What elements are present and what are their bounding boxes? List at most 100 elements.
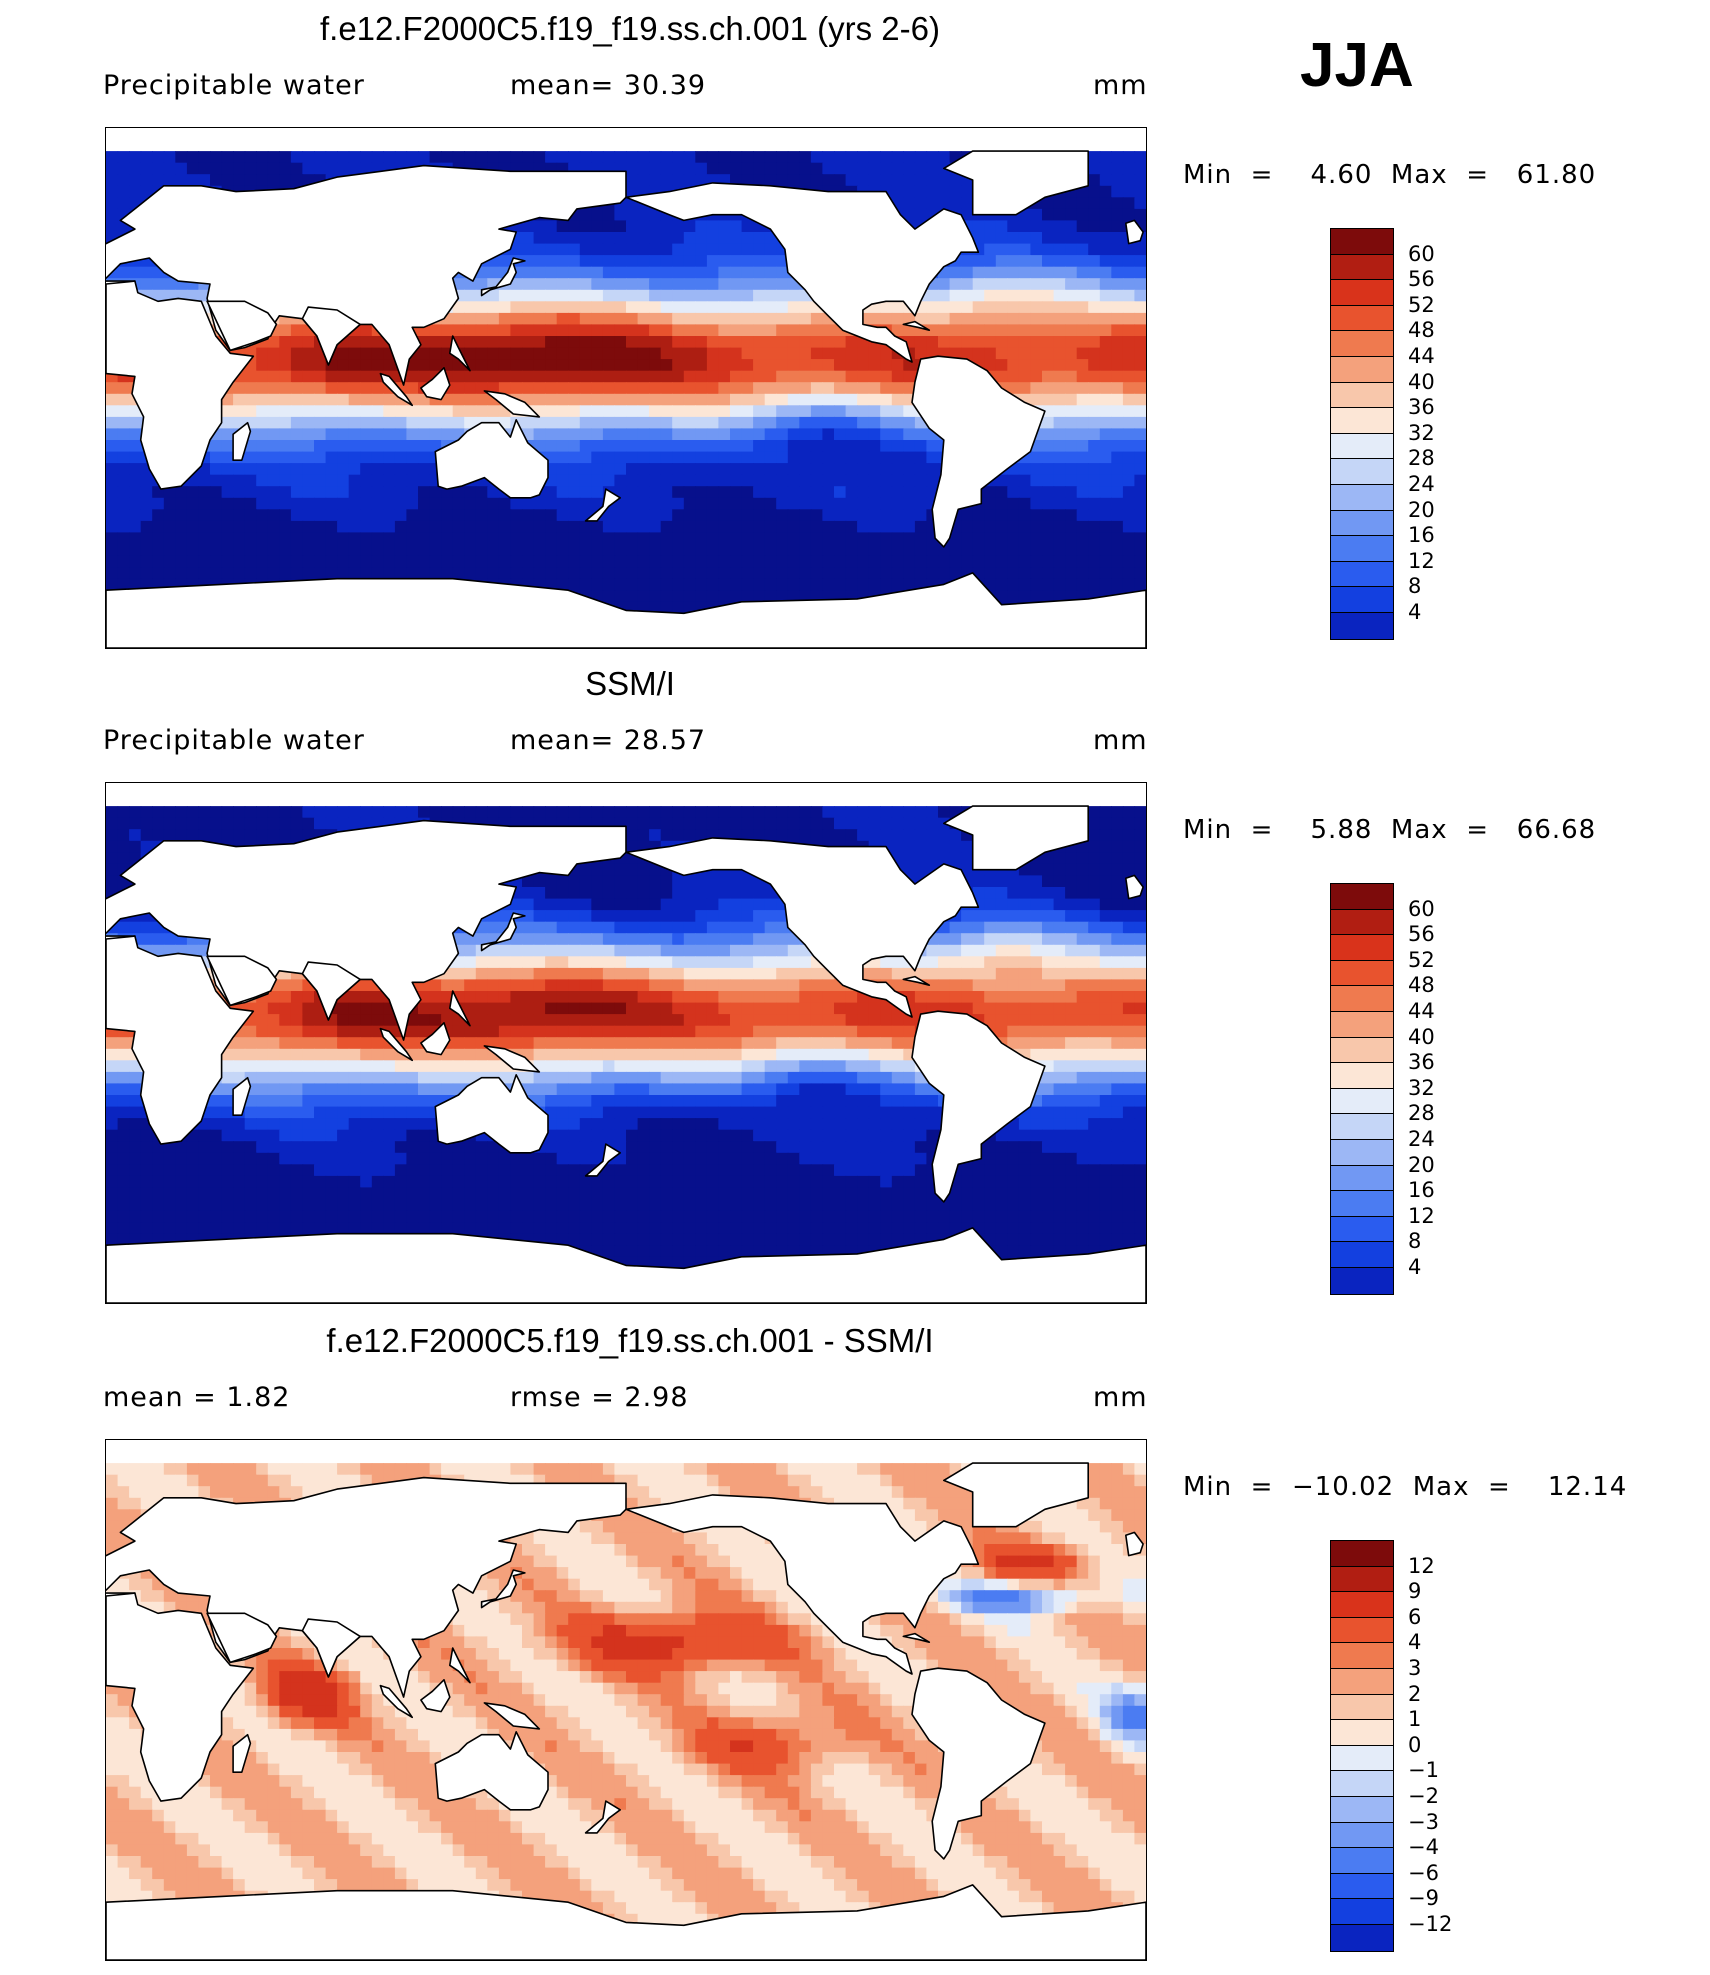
field-cell: [233, 817, 246, 830]
field-cell: [706, 921, 720, 934]
field-cell: [706, 162, 720, 175]
field-cell: [776, 829, 789, 842]
field-cell: [117, 921, 130, 934]
field-cell: [568, 451, 581, 464]
field-cell: [1042, 520, 1055, 534]
field-cell: [753, 393, 766, 406]
field-cell: [914, 520, 928, 534]
field-cell: [1088, 289, 1101, 302]
field-cell: [787, 590, 800, 603]
field-cell: [244, 162, 257, 175]
colorbar-tick-label: 16: [1408, 523, 1435, 548]
field-cell: [302, 359, 315, 372]
field-cell: [556, 898, 569, 911]
field-cell: [256, 347, 269, 360]
field-cell: [1134, 278, 1146, 291]
field-cell: [649, 382, 662, 395]
field-cell: [1065, 336, 1078, 349]
field-cell: [614, 806, 627, 819]
field-cell: [129, 405, 142, 418]
field-cell: [1007, 544, 1020, 557]
field-cell: [1042, 463, 1055, 476]
field-cell: [1122, 347, 1136, 360]
field-cell: [972, 312, 985, 326]
field-cell: [1042, 359, 1055, 372]
field-cell: [706, 428, 720, 441]
field-cell: [614, 544, 627, 557]
field-cell: [1042, 509, 1055, 522]
field-cell: [1111, 324, 1124, 337]
field-cell: [1018, 382, 1032, 395]
field-cell: [602, 324, 616, 337]
field-cell: [302, 336, 315, 349]
field-cell: [325, 428, 338, 441]
field-cell: [1007, 956, 1020, 969]
field-cell: [233, 555, 246, 568]
field-cell: [1065, 463, 1078, 476]
field-cell: [1007, 944, 1020, 957]
field-cell: [1007, 509, 1020, 522]
field-cell: [787, 944, 800, 957]
field-cell: [279, 486, 292, 499]
field-cell: [660, 520, 673, 534]
field-cell: [695, 174, 708, 187]
field-cell: [683, 359, 696, 372]
field-cell: [891, 416, 904, 430]
field-cell: [533, 532, 546, 545]
field-cell: [972, 555, 985, 568]
field-cell: [360, 555, 373, 568]
field-cell: [129, 174, 142, 187]
field-cell: [233, 162, 246, 175]
field-cell: [995, 497, 1008, 510]
field-cell: [267, 440, 280, 453]
field-cell: [198, 532, 211, 545]
field-cell: [163, 555, 176, 568]
field-cell: [117, 185, 130, 198]
field-cell: [233, 174, 246, 187]
field-cell: [626, 910, 639, 923]
field-cell: [568, 486, 581, 499]
colorbar-tick-label: 48: [1408, 318, 1435, 343]
field-cell: [198, 497, 211, 510]
field-cell: [325, 393, 338, 406]
field-cell: [649, 220, 662, 233]
field-cell: [1134, 806, 1146, 819]
field-cell: [360, 359, 373, 372]
field-cell: [510, 243, 523, 256]
field-cell: [799, 806, 812, 819]
field-cell: [348, 347, 361, 360]
field-cell: [868, 416, 881, 430]
field-cell: [1122, 806, 1136, 819]
field-cell: [533, 266, 546, 279]
field-cell: [741, 829, 754, 842]
field-cell: [475, 324, 488, 337]
field-cell: [984, 944, 997, 957]
field-cell: [949, 555, 962, 568]
field-cell: [857, 544, 870, 557]
field-cell: [418, 497, 431, 510]
field-cell: [753, 532, 766, 545]
field-cell: [891, 817, 904, 830]
field-cell: [1099, 944, 1112, 957]
field-cell: [175, 544, 188, 557]
field-cell: [1099, 544, 1112, 557]
field-cell: [926, 336, 939, 349]
field-cell: [441, 544, 454, 557]
field-cell: [706, 532, 720, 545]
field-cell: [1134, 520, 1146, 534]
field-cell: [117, 840, 130, 853]
field-cell: [129, 555, 142, 568]
field-cell: [533, 324, 546, 337]
field-cell: [498, 910, 512, 923]
field-cell: [764, 243, 777, 256]
field-cell: [1030, 393, 1043, 406]
field-cell: [810, 532, 824, 545]
field-cell: [1099, 852, 1112, 865]
field-cell: [140, 544, 153, 557]
field-cell: [637, 359, 650, 372]
field-cell: [868, 497, 881, 510]
field-cell: [672, 486, 685, 499]
field-cell: [221, 829, 234, 842]
field-cell: [314, 451, 327, 464]
field-cell: [533, 956, 546, 969]
